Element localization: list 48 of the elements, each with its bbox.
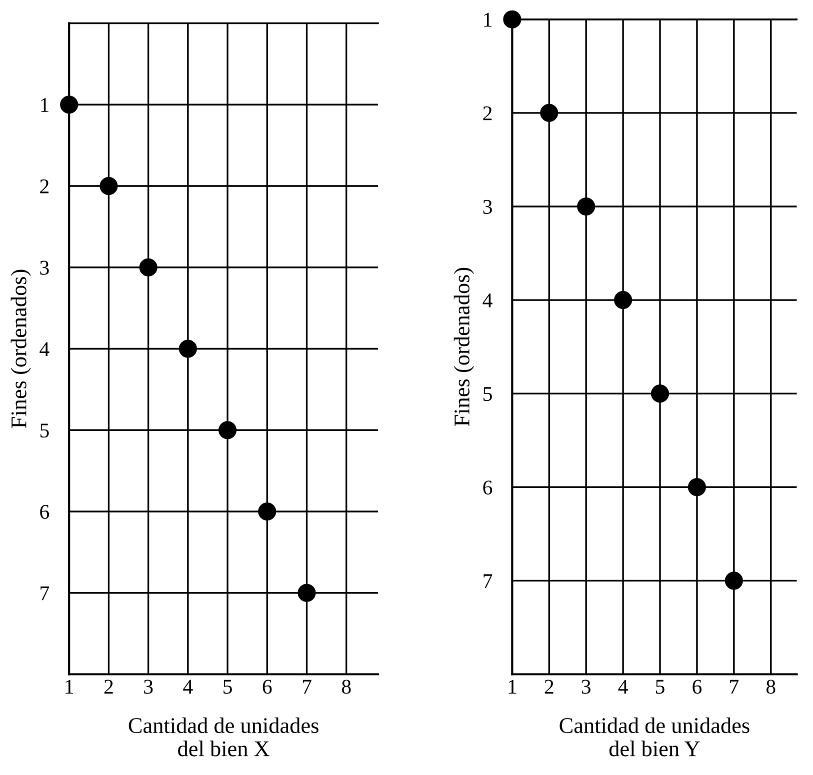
- y-tick-label: 1: [484, 12, 492, 27]
- y-tick-label: 5: [484, 387, 492, 402]
- point: [577, 197, 596, 216]
- x-tick-label: 4: [618, 680, 628, 694]
- x-tick-label: 3: [582, 680, 590, 694]
- x-tick-label: 8: [342, 680, 351, 694]
- point: [614, 291, 632, 310]
- y-tick-label: 6: [483, 480, 492, 495]
- x-tick-label: 2: [544, 680, 554, 694]
- point: [139, 258, 158, 276]
- y-tick-label: 7: [40, 586, 50, 600]
- point: [60, 96, 78, 114]
- y-tick-label: 6: [40, 504, 50, 519]
- x-axis-title: Cantidad de unidades del bien X: [128, 717, 318, 756]
- point: [100, 176, 118, 196]
- y-tick-label: 4: [40, 342, 50, 356]
- x-tick-label: 1: [508, 680, 516, 694]
- x-tick-label: 6: [692, 680, 702, 694]
- y-tick-label: 3: [483, 200, 492, 214]
- point: [178, 340, 197, 358]
- x-tick-label: 3: [144, 680, 153, 694]
- point: [540, 104, 558, 122]
- point: [650, 384, 670, 403]
- y-tick-label: 7: [484, 574, 492, 588]
- y-axis-title: Fines (ordenados): [454, 268, 474, 426]
- x-tick-label: 8: [766, 680, 776, 694]
- y-tick-label: 5: [40, 424, 49, 438]
- x-tick-label: 4: [183, 680, 193, 694]
- x-tick-label: 7: [730, 680, 739, 694]
- x-axis-title: Cantidad de unidades del bien Y: [560, 717, 750, 756]
- y-tick-label: 3: [40, 260, 49, 275]
- point: [298, 584, 316, 602]
- x-tick-label: 1: [66, 680, 74, 694]
- x-tick-label: 6: [262, 680, 272, 694]
- y-tick-label: 4: [482, 294, 492, 308]
- point: [688, 478, 706, 496]
- y-tick-label: 2: [40, 179, 49, 194]
- y-tick-label: 1: [41, 98, 48, 112]
- point: [724, 572, 743, 590]
- y-axis-title: Fines (ordenados): [10, 270, 31, 428]
- x-tick-label: 7: [302, 680, 312, 694]
- point: [218, 421, 237, 440]
- point: [503, 10, 522, 28]
- x-tick-label: 5: [656, 680, 664, 694]
- x-tick-label: 5: [224, 680, 232, 694]
- y-tick-label: 2: [483, 106, 492, 120]
- point: [258, 502, 276, 521]
- x-tick-label: 2: [104, 680, 113, 694]
